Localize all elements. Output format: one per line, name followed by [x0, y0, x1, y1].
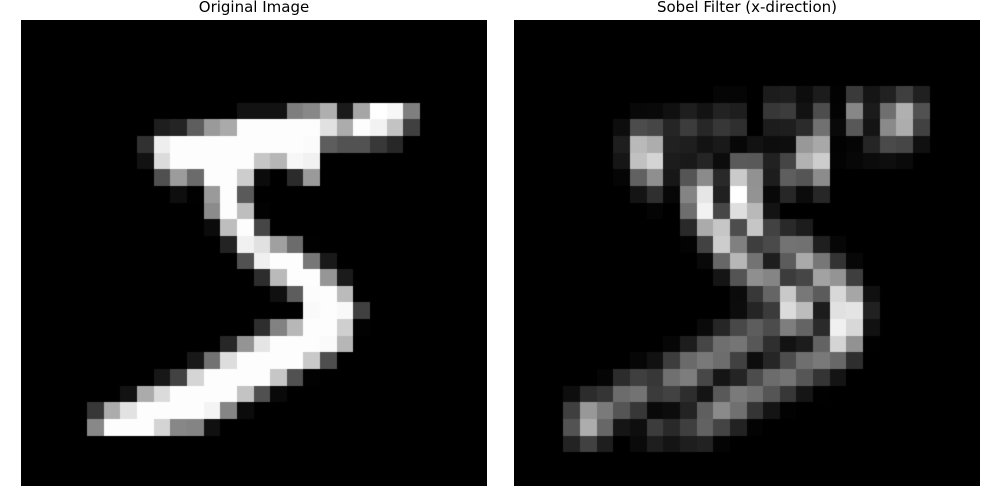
sobel-image-panel: Sobel Filter (x-direction) [514, 0, 980, 486]
sobel-image-title: Sobel Filter (x-direction) [656, 0, 838, 16]
original-image-title: Original Image [198, 0, 310, 16]
original-image [21, 20, 487, 486]
original-image-panel: Original Image [21, 0, 487, 486]
sobel-filtered-image [514, 20, 980, 486]
